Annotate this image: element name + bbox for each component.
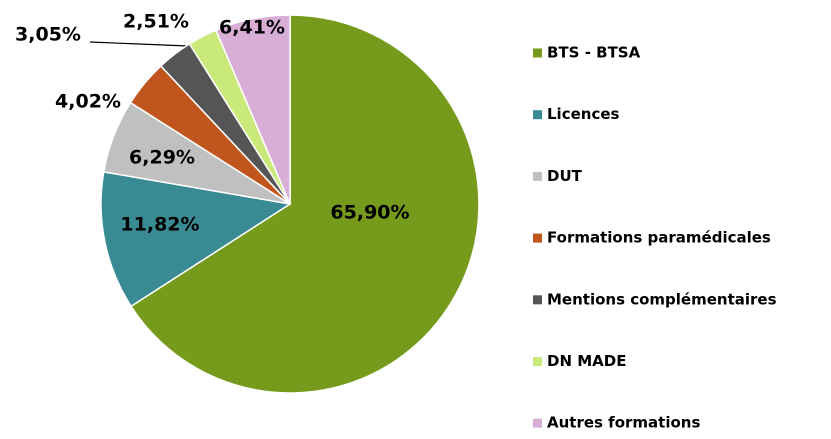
legend-swatch [533,357,542,366]
pie-slice [214,14,291,205]
data-label: 4,02% [55,91,121,113]
legend-label: BTS - BTSA [547,44,641,62]
legend-label: Mentions complémentaires [547,290,777,308]
legend-swatch [533,233,542,243]
legend-label: Autres formations [547,414,700,432]
legend-swatch [533,295,542,305]
data-label: 65,90% [330,202,409,224]
data-label: 2,51% [123,11,189,33]
data-label: 6,41% [219,17,285,39]
legend-swatch [533,171,542,181]
pie-slice [130,14,480,394]
legend-swatch [533,110,542,120]
legend-label: DN MADE [547,352,626,370]
legend-swatch [533,48,542,58]
legend-label: Formations paramédicales [547,229,771,247]
leader-line [89,41,193,53]
legend-swatch [533,418,542,428]
legend-label: Licences [547,105,620,123]
data-label: 3,05% [15,24,81,46]
pie-slice [100,170,293,308]
legend-label: DUT [547,167,583,185]
data-label: 6,29% [129,147,195,169]
data-label: 11,82% [120,214,199,236]
